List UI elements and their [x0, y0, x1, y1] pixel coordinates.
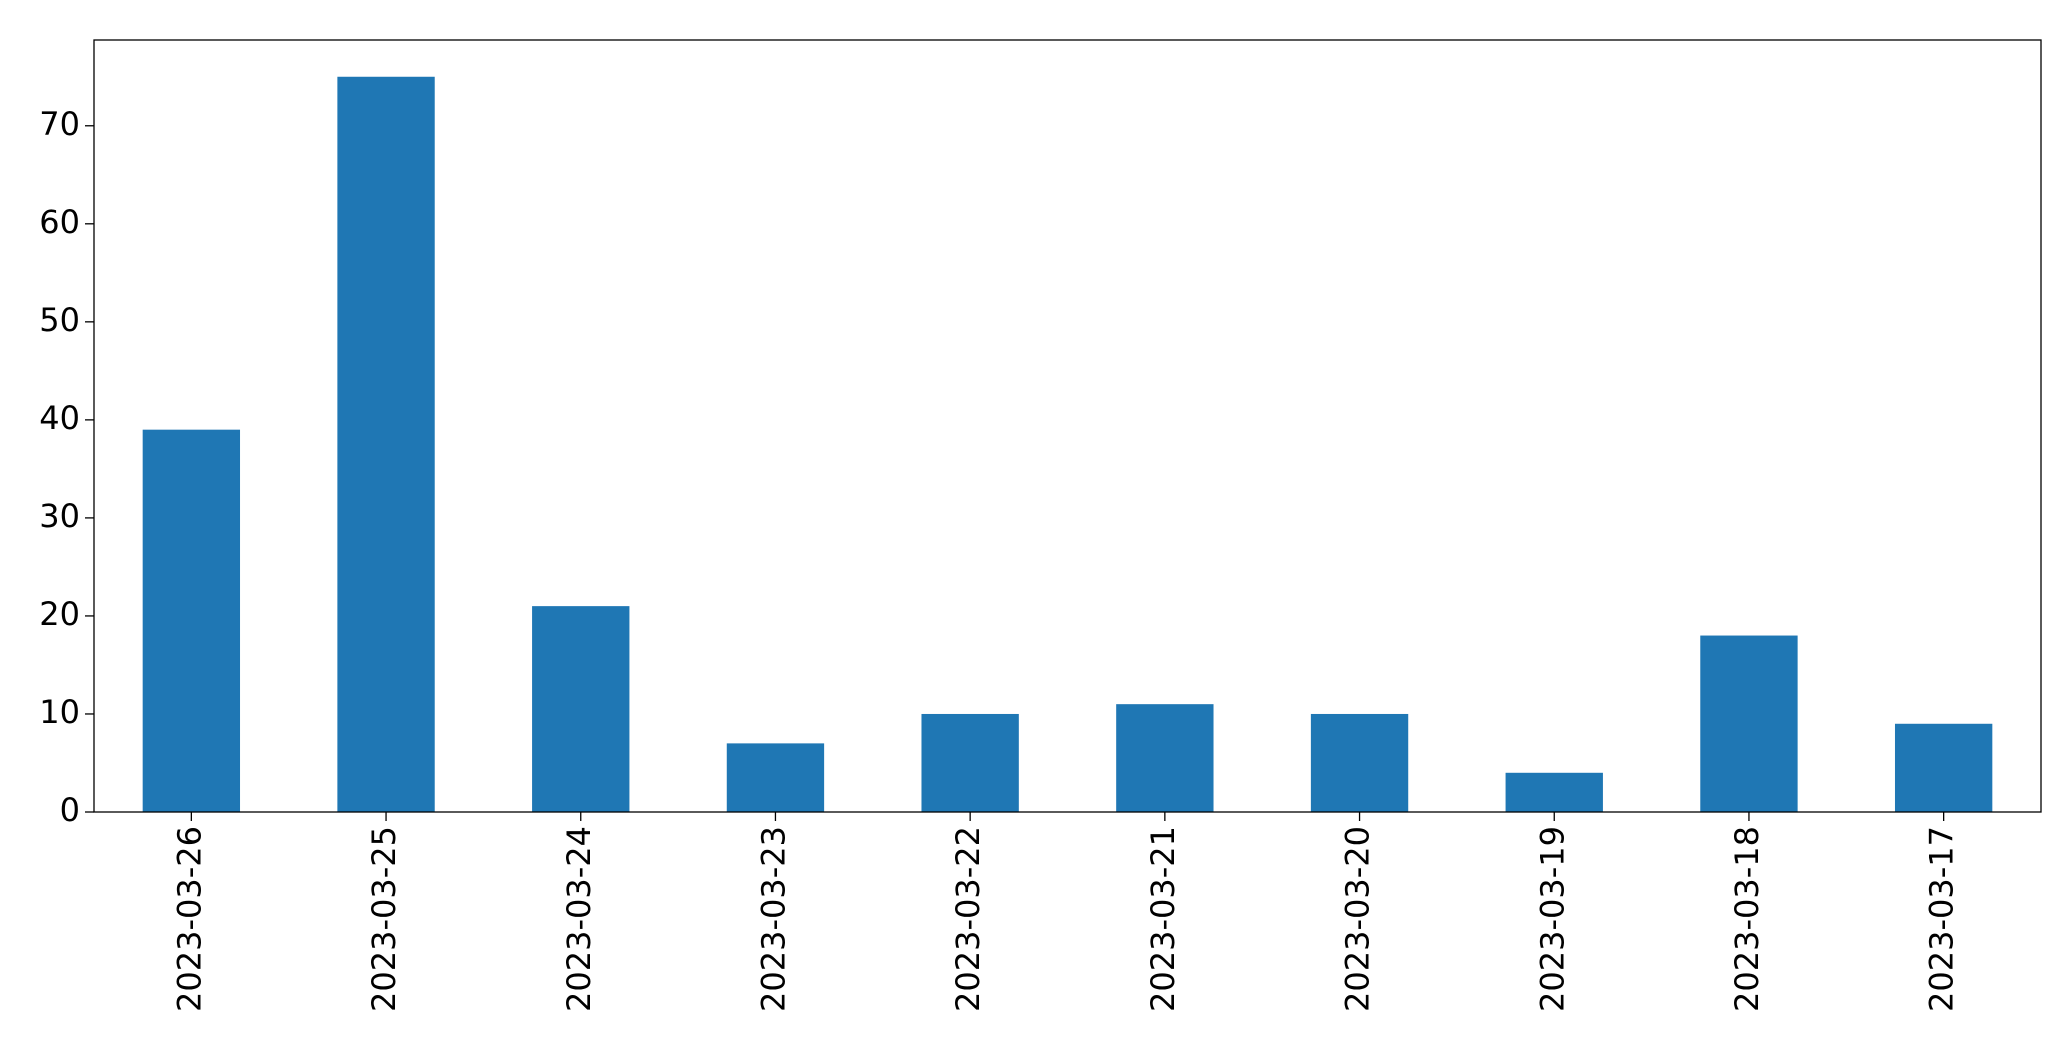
bar: [1310, 713, 1409, 812]
bar: [142, 429, 241, 812]
bar: [1894, 723, 1993, 812]
y-tick-label: 30: [39, 497, 80, 535]
bar: [532, 606, 630, 812]
x-tick-label: 2023-03-21: [1144, 826, 1182, 1012]
bar: [1700, 635, 1798, 812]
y-tick-label: 60: [39, 203, 80, 241]
x-tick-label: 2023-03-22: [949, 826, 987, 1012]
y-tick-label: 10: [39, 693, 80, 731]
x-tick-label: 2023-03-18: [1728, 826, 1766, 1012]
bar: [1505, 772, 1603, 812]
y-tick-label: 0: [60, 791, 80, 829]
y-tick-label: 50: [39, 301, 80, 339]
x-tick-label: 2023-03-20: [1339, 826, 1377, 1012]
bar: [726, 743, 825, 812]
y-tick-label: 40: [39, 399, 80, 437]
x-tick-label: 2023-03-17: [1923, 826, 1961, 1012]
bar: [921, 713, 1019, 812]
x-tick-label: 2023-03-25: [365, 826, 403, 1012]
x-tick-label: 2023-03-26: [170, 826, 208, 1012]
x-tick-label: 2023-03-24: [560, 826, 598, 1012]
x-tick-label: 2023-03-23: [754, 826, 792, 1012]
y-tick-label: 20: [39, 595, 80, 633]
x-tick-label: 2023-03-19: [1533, 826, 1571, 1012]
bar: [1116, 704, 1214, 812]
y-tick-label: 70: [39, 105, 80, 143]
axes-frame: [93, 39, 2042, 813]
bar: [337, 76, 435, 812]
